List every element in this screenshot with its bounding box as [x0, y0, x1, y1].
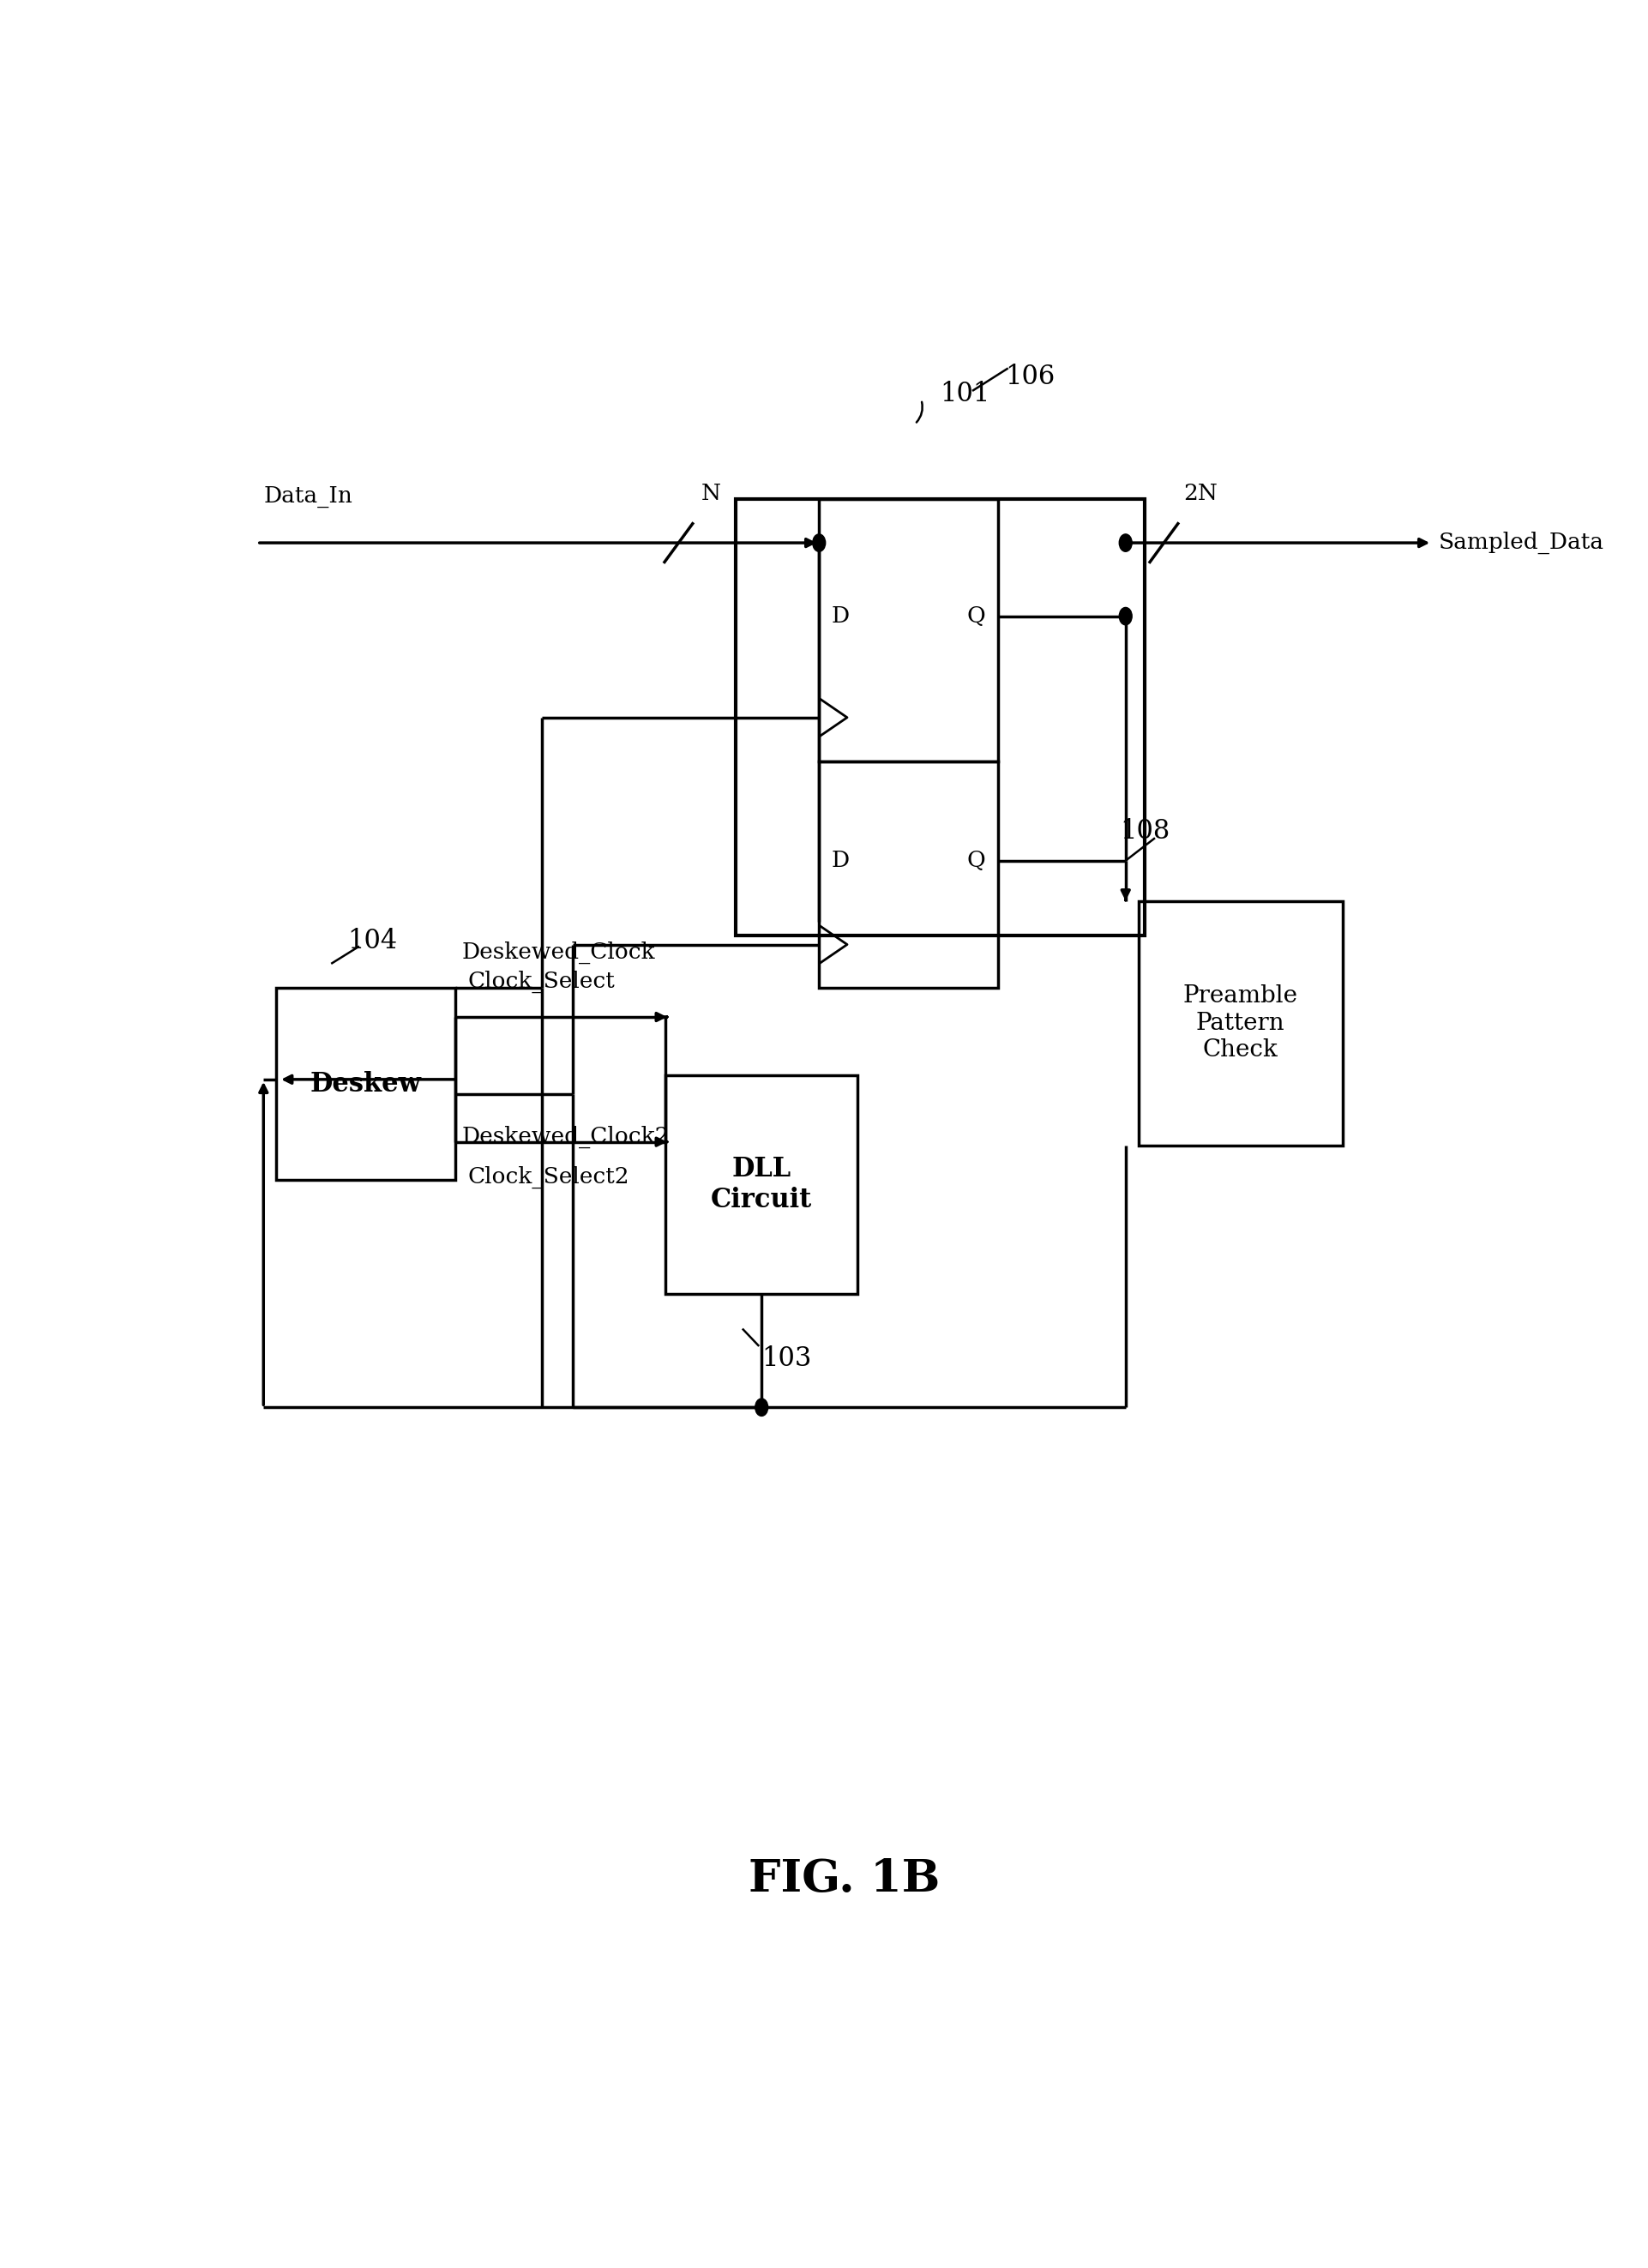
- Bar: [819, 762, 999, 989]
- Text: FIG. 1B: FIG. 1B: [748, 1857, 941, 1901]
- Text: 104: 104: [348, 928, 397, 955]
- Text: Q: Q: [967, 606, 986, 626]
- Text: Deskewed_Clock: Deskewed_Clock: [461, 941, 654, 964]
- Circle shape: [1119, 533, 1132, 551]
- Text: 106: 106: [1005, 363, 1055, 390]
- Text: Sampled_Data: Sampled_Data: [1439, 531, 1604, 553]
- Circle shape: [1119, 608, 1132, 626]
- Text: 2N: 2N: [1183, 483, 1218, 503]
- Text: D: D: [832, 850, 850, 871]
- Bar: [819, 499, 999, 762]
- Text: Data_In: Data_In: [264, 485, 353, 508]
- Text: 108: 108: [1119, 819, 1170, 844]
- Text: 103: 103: [761, 1345, 811, 1372]
- Circle shape: [755, 1399, 768, 1415]
- Bar: [737, 499, 1145, 937]
- Text: 101: 101: [941, 381, 990, 408]
- Text: Deskewed_Clock2: Deskewed_Clock2: [461, 1125, 669, 1148]
- Text: Q: Q: [967, 850, 986, 871]
- Bar: [1139, 900, 1343, 1145]
- Text: Deskew: Deskew: [310, 1070, 422, 1098]
- Text: Clock_Select: Clock_Select: [468, 971, 615, 993]
- Bar: [277, 989, 455, 1179]
- Text: D: D: [832, 606, 850, 626]
- Text: DLL
Circuit: DLL Circuit: [710, 1157, 812, 1213]
- Bar: [666, 1075, 857, 1293]
- Text: Clock_Select2: Clock_Select2: [468, 1166, 630, 1188]
- Text: Preamble
Pattern
Check: Preamble Pattern Check: [1183, 984, 1299, 1061]
- Circle shape: [812, 533, 826, 551]
- Text: N: N: [702, 483, 722, 503]
